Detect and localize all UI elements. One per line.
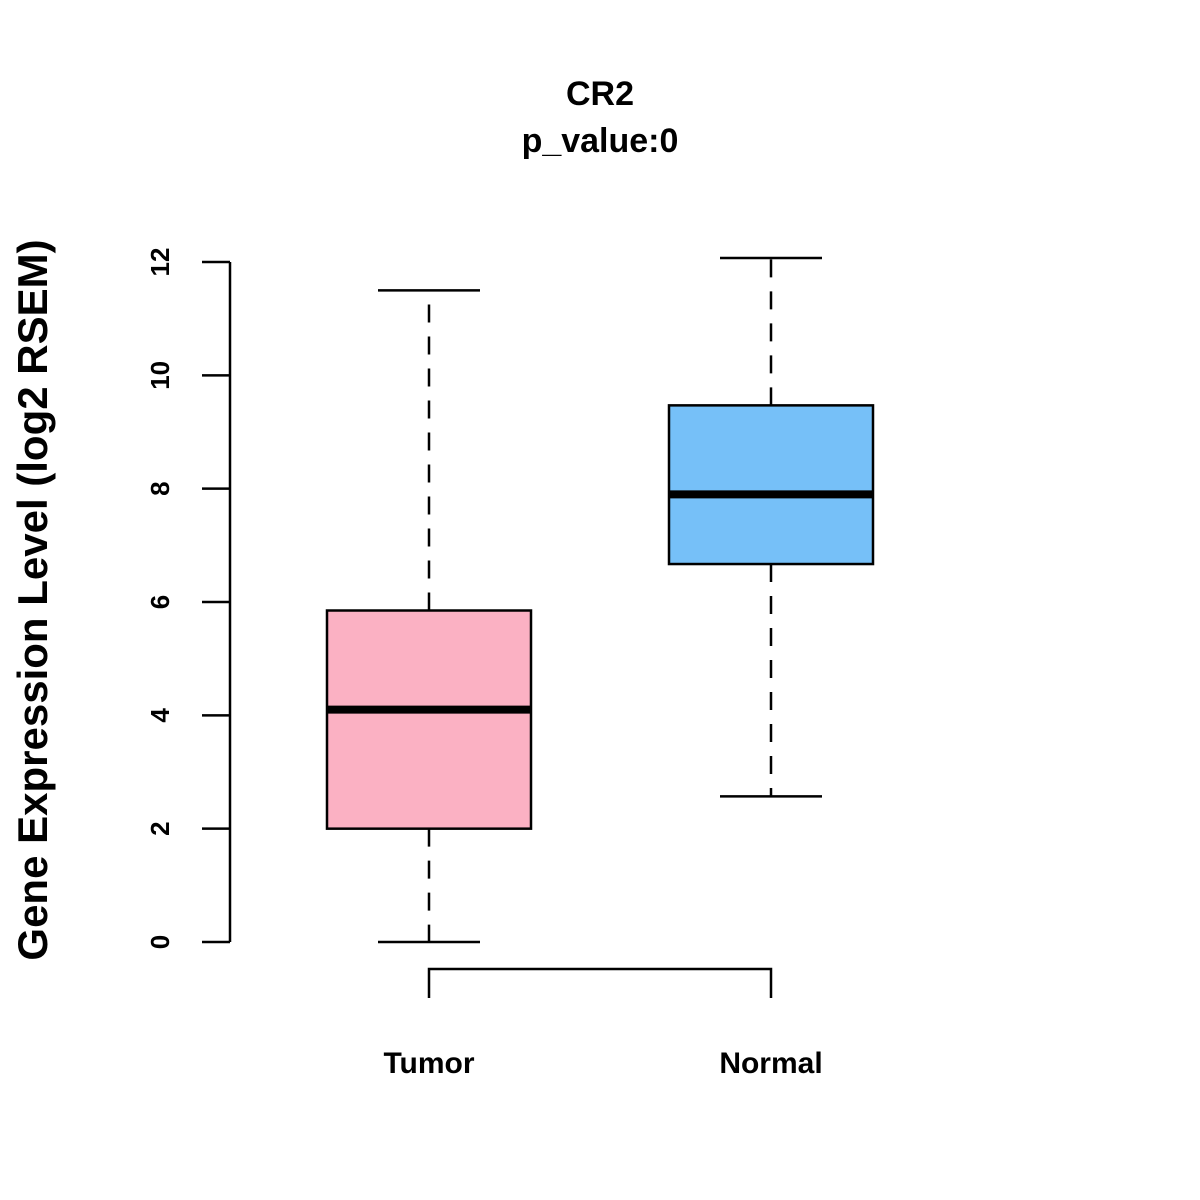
y-tick-label: 4 (145, 708, 175, 723)
y-tick-label: 6 (145, 595, 175, 609)
comparison-bracket (427, 967, 773, 998)
tumor-box (325, 609, 533, 830)
plot-area: 0 2 4 6 8 10 12 Tumor Normal (145, 248, 875, 1080)
y-tick-label: 10 (145, 361, 175, 390)
chart-subtitle: p_value:0 (522, 122, 679, 160)
y-tick-label: 12 (145, 248, 175, 277)
chart-title: CR2 (566, 75, 634, 113)
y-tick-label: 0 (145, 935, 175, 949)
tumor-category-label: Tumor (383, 1047, 474, 1080)
normal-box (667, 404, 875, 566)
normal-category-label: Normal (719, 1047, 822, 1080)
y-tick-label: 8 (145, 481, 175, 495)
y-tick-label: 2 (145, 821, 175, 835)
y-axis-label: Gene Expression Level (log2 RSEM) (9, 239, 56, 960)
